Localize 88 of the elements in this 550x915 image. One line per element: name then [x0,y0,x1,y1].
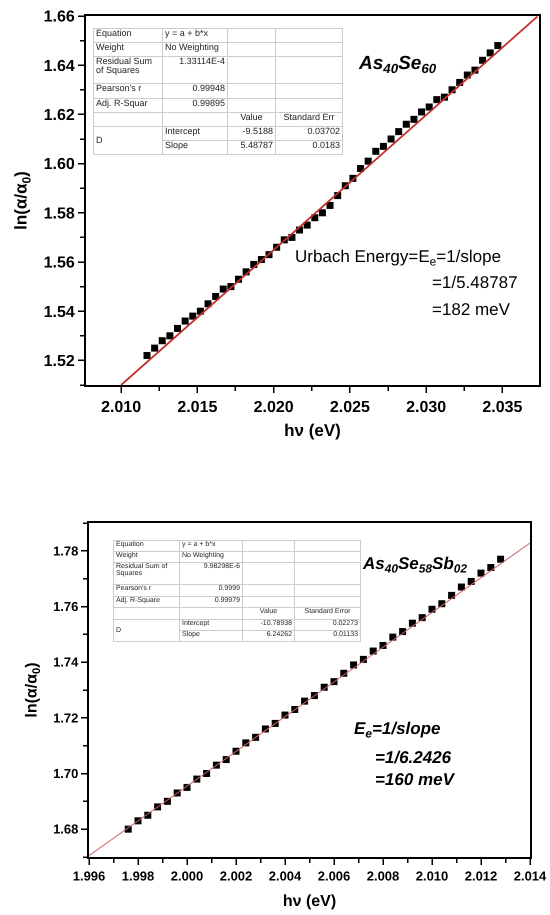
point [144,352,151,359]
y-tick-label: 1.66 [44,8,75,26]
x-tick-label: 2.012 [464,868,498,884]
y-tick-label: 1.72 [53,710,78,726]
point [494,42,502,50]
y-tick-label: 1.52 [44,353,75,370]
x-tick-label: 1.996 [72,868,106,884]
annotation: =1/6.2426 [375,748,452,767]
point [408,620,416,627]
x-axis-title: hν (eV) [284,421,341,440]
x-tick-label: 2.015 [177,399,218,416]
point [410,116,418,123]
annotation: Equation [94,28,162,42]
point [326,202,334,209]
y-tick-label: 1.54 [44,304,75,321]
point [418,108,426,116]
annotation: Slope [162,140,228,154]
annotation: As$_{40}$Se$_{60}$ [358,53,437,76]
annotation: Value [228,112,276,126]
y-tick-label: 1.74 [53,654,80,670]
point [478,570,484,577]
y-tick-label: 1.64 [44,58,75,75]
point [189,312,196,320]
x-axis-title: hν (eV) [282,892,336,910]
annotation: Standard Err [276,112,342,126]
x-tick-label: 2.035 [482,399,523,416]
y-tick-label: 1.76 [53,599,78,614]
annotation: Urbach Energy=E$_{e}$=1/slope [295,247,502,269]
annotation: 0.0183 [276,140,342,154]
y-tick-label: 1.62 [44,107,75,124]
annotation: 0.99948 [162,83,228,98]
point [380,142,387,150]
x-tick-label: 1.998 [122,868,154,884]
annotation: -9.5188 [228,126,276,140]
point [402,120,410,128]
annotation: =160 meV [375,770,456,789]
x-tick-label: 2.004 [268,868,302,884]
annotation: Intercept [162,126,228,140]
x-tick-label: 2.010 [416,868,448,884]
y-tick-label: 1.70 [53,766,78,782]
point [151,344,158,352]
annotation: 1.33114E-4 [162,56,228,84]
annotation: E$_{e}$=1/slope [354,719,440,741]
point [395,128,402,136]
y-tick-label: 1.56 [44,254,75,272]
point [458,584,465,591]
point [372,148,380,155]
x-tick-label: 2.008 [366,868,400,884]
annotation: As$_{40}$Se$_{58}$Sb$_{02}$ [362,554,468,576]
annotation: Residual Sum of Squares [94,56,162,84]
point [468,578,475,585]
annotation: Pearson's r [94,83,162,98]
x-tick-label: 2.010 [101,399,142,416]
point [486,49,494,56]
y-tick-label: 1.58 [44,205,75,222]
point [318,209,326,216]
annotation: Weight [94,42,162,56]
x-tick-label: 2.025 [330,399,370,416]
x-tick-label: 2.020 [254,399,294,416]
annotation: 0.03702 [276,126,342,140]
point [212,292,220,300]
annotation: 0.99895 [162,98,228,112]
annotation: y = a + b*x [162,28,228,42]
y-tick-label: 1.60 [44,156,75,174]
annotation: 5.48787 [228,140,276,154]
x-tick-label: 2.030 [406,399,446,416]
point [433,96,440,104]
point [158,337,166,344]
point [364,158,372,165]
point [182,318,189,325]
point [174,324,182,332]
y-tick-label: 1.78 [53,543,78,558]
annotation: No Weighting [162,42,228,56]
point [220,286,227,293]
point [166,332,174,340]
annotation: =182 meV [432,300,511,319]
annotation: Adj. R-Squar [94,98,162,112]
x-tick-label: 2.006 [318,868,350,884]
y-tick-label: 1.68 [53,822,78,837]
point [388,136,395,142]
annotation: D [94,126,162,154]
point [497,556,504,563]
point [426,104,433,111]
x-tick-label: 2.000 [170,868,204,884]
x-tick-label: 2.014 [514,868,548,884]
x-tick-label: 2.002 [220,868,252,884]
point [370,648,377,655]
annotation: =1/5.48787 [432,273,518,292]
